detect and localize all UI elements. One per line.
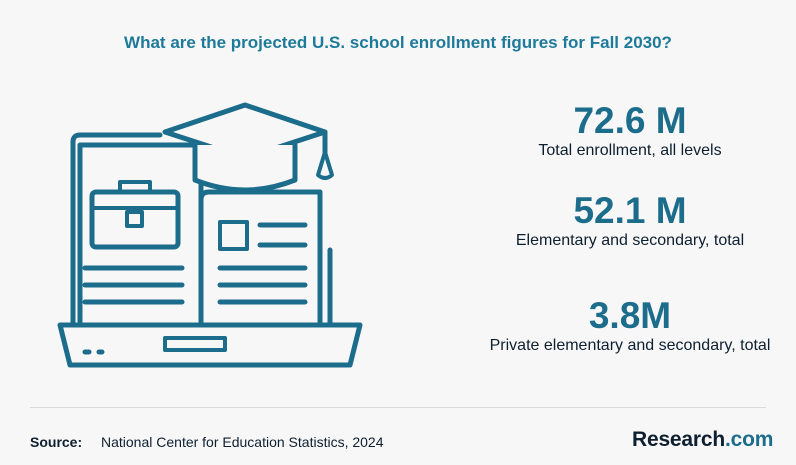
stat-label: Elementary and secondary, total	[515, 232, 745, 249]
source-label: Source:	[30, 434, 83, 450]
logo-main: Research	[632, 428, 725, 451]
stat-value: 52.1 M	[573, 190, 687, 231]
logo-tld: .com	[724, 428, 774, 451]
research-com-logo: Research.com	[632, 428, 773, 452]
stat-label: Total enrollment, all levels	[538, 142, 722, 159]
stat-private-elementary-secondary: 3.8M Private elementary and secondary, t…	[400, 295, 796, 355]
stat-value: 72.6 M	[573, 100, 687, 141]
stat-total-enrollment: 72.6 M Total enrollment, all levels	[400, 100, 796, 160]
page-title: What are the projected U.S. school enrol…	[124, 33, 672, 52]
stat-value: 3.8M	[588, 295, 672, 336]
source-text: National Center for Education Statistics…	[101, 434, 384, 450]
laptop-book-graduation-cap-icon	[57, 102, 363, 368]
stat-label: Private elementary and secondary, total	[489, 337, 771, 354]
stat-elementary-secondary: 52.1 M Elementary and secondary, total	[400, 190, 796, 250]
footer-divider	[30, 407, 766, 408]
